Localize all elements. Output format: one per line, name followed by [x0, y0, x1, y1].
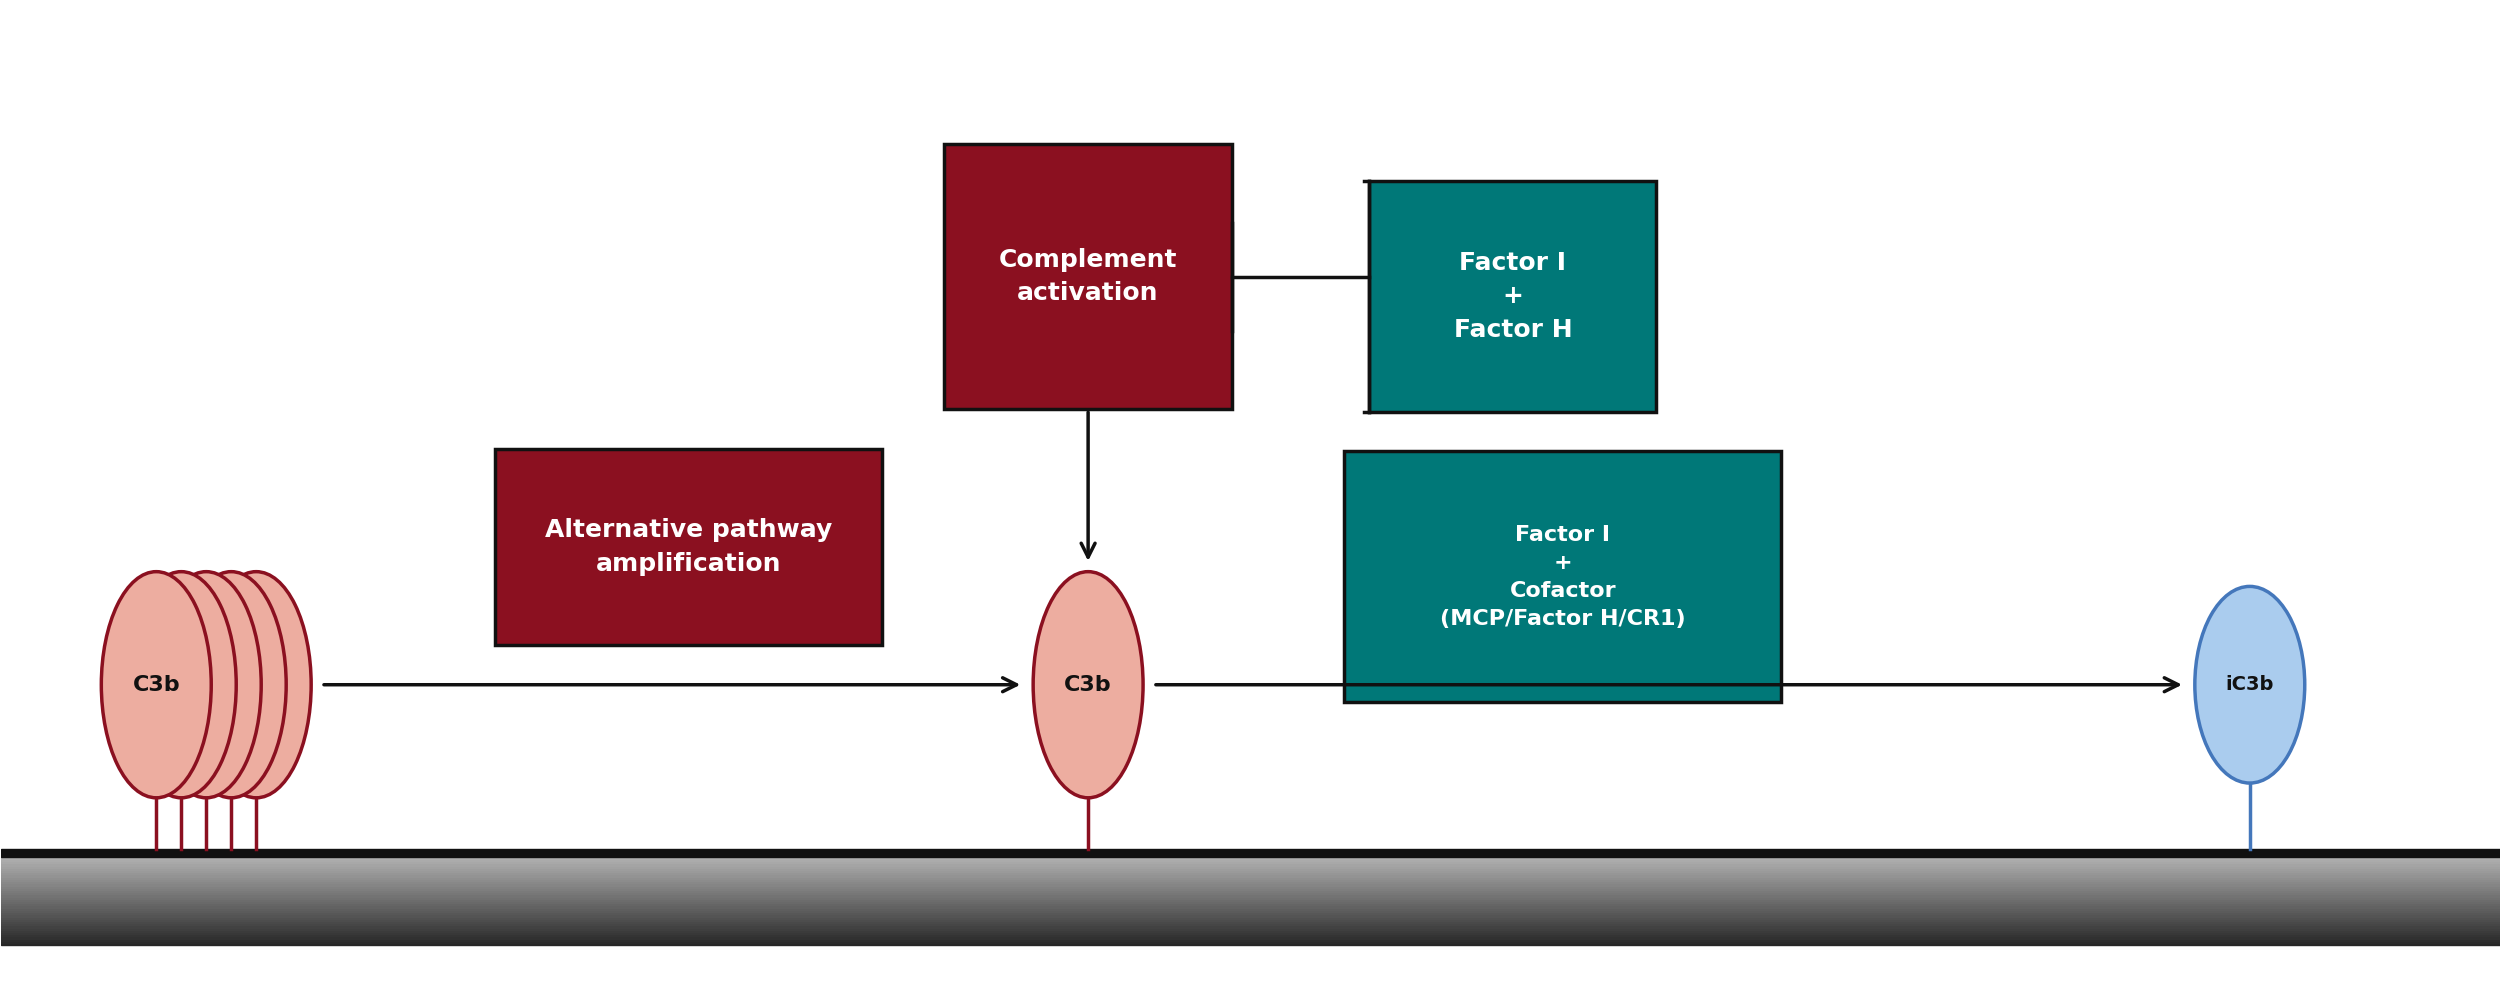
- Bar: [3, 866, 2498, 868]
- Bar: [3, 890, 2498, 892]
- Bar: [3, 941, 2498, 943]
- Bar: [3, 894, 2498, 896]
- Bar: [3, 877, 2498, 879]
- Ellipse shape: [125, 572, 235, 798]
- Text: C3b: C3b: [1065, 674, 1113, 695]
- Bar: [3, 857, 2498, 859]
- Bar: [3, 910, 2498, 912]
- Ellipse shape: [103, 572, 210, 798]
- Bar: [3, 879, 2498, 881]
- Bar: [3, 919, 2498, 921]
- Bar: [3, 937, 2498, 939]
- Bar: [3, 901, 2498, 903]
- Bar: [3, 926, 2498, 928]
- Bar: [3, 930, 2498, 932]
- Ellipse shape: [200, 572, 310, 798]
- Bar: [3, 892, 2498, 894]
- FancyBboxPatch shape: [495, 449, 883, 646]
- Bar: [3, 943, 2498, 946]
- Bar: [3, 899, 2498, 901]
- Bar: [3, 939, 2498, 941]
- Bar: [3, 849, 2498, 857]
- Bar: [3, 885, 2498, 887]
- Bar: [3, 887, 2498, 890]
- Ellipse shape: [175, 572, 285, 798]
- Bar: [3, 875, 2498, 877]
- Bar: [3, 896, 2498, 899]
- Bar: [3, 914, 2498, 917]
- Ellipse shape: [1033, 572, 1143, 798]
- Bar: [3, 928, 2498, 930]
- Bar: [3, 873, 2498, 875]
- FancyBboxPatch shape: [945, 144, 1233, 409]
- Bar: [3, 859, 2498, 861]
- Bar: [3, 934, 2498, 937]
- Text: Factor I
+
Cofactor
(MCP/Factor H/CR1): Factor I + Cofactor (MCP/Factor H/CR1): [1441, 525, 1686, 628]
- Bar: [3, 870, 2498, 873]
- Ellipse shape: [2196, 587, 2306, 783]
- Bar: [3, 932, 2498, 934]
- Text: Factor I
+
Factor H: Factor I + Factor H: [1453, 250, 1573, 342]
- Bar: [3, 905, 2498, 908]
- Bar: [3, 917, 2498, 919]
- Bar: [3, 883, 2498, 885]
- Bar: [3, 861, 2498, 864]
- Bar: [3, 921, 2498, 923]
- Bar: [3, 903, 2498, 905]
- FancyBboxPatch shape: [1368, 180, 1656, 412]
- FancyBboxPatch shape: [1343, 452, 1781, 702]
- Bar: [3, 881, 2498, 883]
- Bar: [3, 868, 2498, 870]
- Text: Complement
activation: Complement activation: [998, 247, 1178, 306]
- Bar: [3, 923, 2498, 926]
- Text: C3b: C3b: [133, 674, 180, 695]
- Ellipse shape: [150, 572, 260, 798]
- Text: Alternative pathway
amplification: Alternative pathway amplification: [545, 519, 833, 576]
- Bar: [3, 912, 2498, 914]
- Bar: [3, 864, 2498, 866]
- Text: iC3b: iC3b: [2226, 675, 2273, 694]
- Bar: [3, 908, 2498, 910]
